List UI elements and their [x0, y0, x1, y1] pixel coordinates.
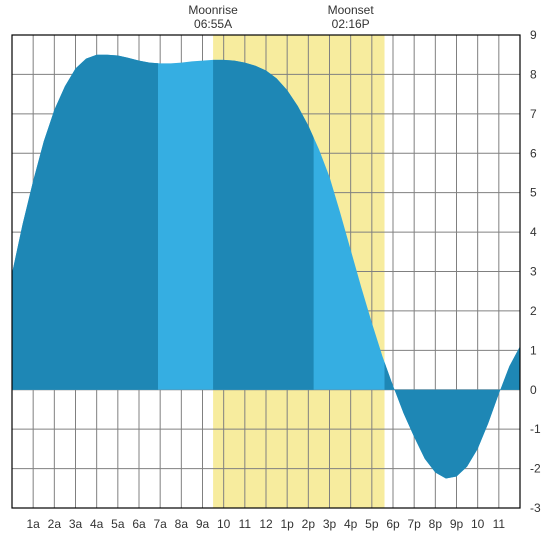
y-tick-label: 9: [530, 28, 537, 42]
x-tick-label: 3a: [69, 517, 83, 531]
x-tick-label: 11: [239, 517, 252, 531]
x-tick-label: 8a: [175, 517, 189, 531]
moonrise-time: 06:55A: [194, 17, 232, 31]
moonrise-label: Moonrise: [188, 3, 238, 17]
y-tick-label: -3: [530, 501, 541, 515]
x-tick-label: 9a: [196, 517, 210, 531]
y-tick-label: 8: [530, 67, 537, 81]
chart-svg: 1a2a3a4a5a6a7a8a9a1011121p2p3p4p5p6p7p8p…: [0, 0, 550, 550]
x-tick-label: 6p: [386, 517, 400, 531]
x-tick-label: 10: [217, 517, 231, 531]
x-tick-label: 4a: [90, 517, 104, 531]
moonset-time: 02:16P: [332, 17, 370, 31]
x-tick-label: 7p: [407, 517, 421, 531]
moonset-label: Moonset: [328, 3, 375, 17]
tide-chart: 1a2a3a4a5a6a7a8a9a1011121p2p3p4p5p6p7p8p…: [0, 0, 550, 550]
y-tick-label: 6: [530, 146, 537, 160]
x-tick-label: 6a: [132, 517, 146, 531]
y-tick-label: -2: [530, 462, 541, 476]
x-tick-label: 9p: [450, 517, 464, 531]
x-tick-label: 5a: [111, 517, 125, 531]
x-tick-label: 1p: [280, 517, 294, 531]
y-tick-label: 3: [530, 265, 537, 279]
x-tick-label: 12: [259, 517, 273, 531]
y-tick-label: 0: [530, 383, 537, 397]
x-tick-label: 2a: [48, 517, 62, 531]
y-tick-label: 2: [530, 304, 537, 318]
x-tick-label: 8p: [429, 517, 443, 531]
x-tick-label: 10: [471, 517, 485, 531]
x-tick-label: 1a: [26, 517, 40, 531]
y-tick-label: 4: [530, 225, 537, 239]
x-tick-label: 3p: [323, 517, 337, 531]
x-tick-label: 4p: [344, 517, 358, 531]
x-tick-label: 11: [493, 517, 506, 531]
x-tick-label: 2p: [302, 517, 316, 531]
x-tick-label: 5p: [365, 517, 379, 531]
y-tick-label: 7: [530, 107, 537, 121]
y-tick-label: 1: [530, 343, 537, 357]
y-tick-label: 5: [530, 186, 537, 200]
x-tick-label: 7a: [153, 517, 167, 531]
y-tick-label: -1: [530, 422, 541, 436]
